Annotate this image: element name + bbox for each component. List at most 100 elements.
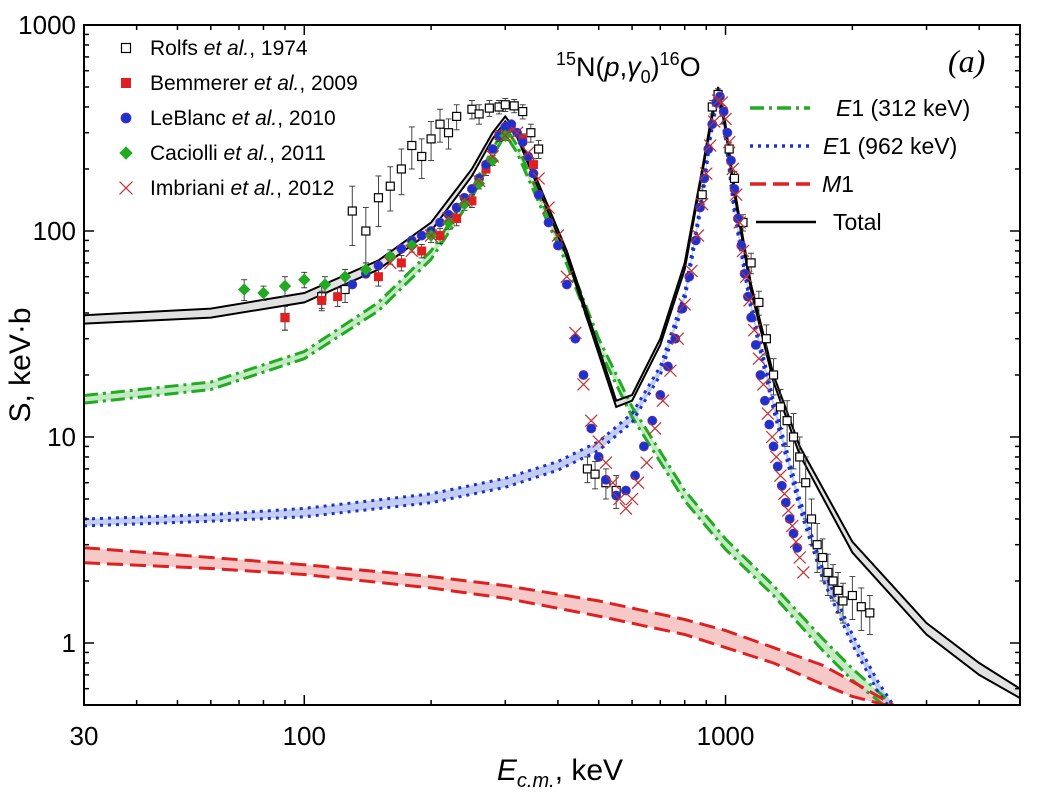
point-imbriani bbox=[592, 435, 606, 449]
point-caciolli bbox=[359, 263, 373, 276]
x-axis-title-unit: , keV bbox=[555, 754, 623, 787]
legend-datasets: Rolfs et al., 1974 Bemmerer et al., 2009 L… bbox=[119, 37, 358, 200]
point-leblanc bbox=[780, 497, 791, 508]
curve-e1-312-kev--upper bbox=[84, 123, 895, 705]
point-imbriani bbox=[736, 244, 750, 258]
point-bemmerer bbox=[396, 258, 406, 268]
point-imbriani bbox=[715, 96, 729, 110]
point-imbriani bbox=[739, 270, 753, 284]
point-imbriani bbox=[785, 519, 799, 533]
plot-frame bbox=[83, 24, 1021, 706]
legend-label-rolfs: Rolfs et al., 1974 bbox=[150, 37, 308, 60]
point-rolfs bbox=[697, 190, 707, 200]
point-imbriani bbox=[510, 126, 524, 140]
point-imbriani bbox=[722, 135, 736, 149]
point-caciolli bbox=[278, 279, 292, 293]
point-leblanc bbox=[729, 184, 740, 194]
point-leblanc bbox=[481, 159, 491, 170]
point-imbriani bbox=[664, 364, 677, 378]
point-imbriani bbox=[733, 216, 747, 229]
point-rolfs bbox=[788, 432, 799, 442]
point-rolfs bbox=[801, 478, 811, 488]
point-rolfs bbox=[534, 144, 544, 154]
point-imbriani bbox=[711, 94, 725, 107]
x-tick-label: 100 bbox=[283, 721, 326, 751]
point-rolfs bbox=[724, 144, 734, 154]
point-leblanc bbox=[638, 441, 649, 452]
point-leblanc bbox=[506, 119, 517, 130]
y-axis-title: S, keV·b bbox=[4, 307, 37, 422]
point-imbriani bbox=[584, 414, 598, 428]
point-imbriani bbox=[551, 229, 565, 243]
point-bemmerer bbox=[417, 246, 427, 256]
point-rolfs bbox=[833, 585, 843, 596]
data-points bbox=[237, 88, 875, 635]
point-imbriani bbox=[640, 456, 654, 470]
point-imbriani bbox=[789, 535, 803, 549]
curve-e1-312-kev--lower bbox=[84, 131, 887, 705]
reaction-title: 15N(p,γ0)16O bbox=[556, 49, 701, 87]
point-rolfs bbox=[467, 104, 477, 114]
point-imbriani bbox=[729, 188, 743, 202]
point-leblanc bbox=[533, 189, 544, 200]
point-rolfs bbox=[373, 193, 384, 203]
point-leblanc bbox=[760, 395, 770, 406]
point-imbriani bbox=[613, 492, 626, 506]
point-imbriani bbox=[560, 270, 574, 284]
point-leblanc bbox=[630, 470, 641, 481]
point-bemmerer bbox=[528, 160, 538, 170]
point-leblanc bbox=[620, 485, 631, 496]
point-caciolli bbox=[237, 283, 251, 296]
point-caciolli bbox=[338, 270, 352, 283]
point-rolfs bbox=[818, 552, 828, 563]
point-rolfs bbox=[795, 452, 805, 462]
point-imbriani bbox=[458, 194, 471, 208]
y-tick-label: 100 bbox=[33, 216, 76, 246]
point-leblanc bbox=[755, 370, 766, 380]
point-rolfs bbox=[526, 128, 536, 138]
reaction-p: p bbox=[604, 52, 620, 82]
point-leblanc bbox=[772, 461, 783, 472]
point-rolfs bbox=[385, 181, 395, 191]
point-leblanc bbox=[784, 514, 795, 524]
point-leblanc bbox=[768, 441, 779, 452]
point-imbriani bbox=[691, 229, 705, 243]
point-leblanc bbox=[743, 291, 753, 302]
point-leblanc bbox=[655, 390, 666, 400]
legend-label-caciolli: Caciolli et al., 2011 bbox=[150, 142, 326, 165]
point-leblanc bbox=[699, 173, 710, 184]
point-rolfs bbox=[340, 284, 350, 295]
tick-labels: 30 100 1000 1 10 100 1000 bbox=[18, 10, 754, 751]
point-leblanc bbox=[570, 333, 581, 344]
point-leblanc bbox=[553, 240, 563, 251]
point-imbriani bbox=[743, 294, 756, 307]
point-imbriani bbox=[383, 256, 397, 270]
curve-total-upper bbox=[84, 86, 1020, 690]
point-caciolli bbox=[298, 273, 311, 286]
point-bemmerer bbox=[452, 213, 462, 223]
point-imbriani bbox=[606, 476, 620, 490]
point-imbriani bbox=[532, 171, 546, 185]
point-bemmerer bbox=[280, 313, 290, 323]
point-rolfs bbox=[396, 164, 406, 174]
point-leblanc bbox=[396, 243, 407, 254]
point-leblanc bbox=[718, 106, 729, 117]
point-leblanc bbox=[416, 230, 427, 241]
point-imbriani bbox=[707, 115, 721, 128]
legend-curve-label-e1-962-kev-: E1 (962 keV) bbox=[823, 133, 957, 159]
legend-curve-label-e1-312-kev-: E1 (312 keV) bbox=[836, 95, 970, 121]
point-imbriani bbox=[752, 352, 766, 366]
point-imbriani bbox=[778, 487, 791, 501]
legend-curve-label-total: Total bbox=[833, 209, 882, 235]
point-rolfs bbox=[838, 596, 848, 606]
point-rolfs bbox=[582, 464, 593, 474]
point-rolfs bbox=[806, 514, 817, 524]
point-rolfs bbox=[474, 109, 484, 119]
point-rolfs bbox=[729, 173, 740, 184]
point-imbriani bbox=[405, 244, 419, 258]
point-rolfs bbox=[828, 576, 838, 586]
point-rolfs bbox=[775, 402, 786, 412]
point-imbriani bbox=[577, 377, 590, 391]
point-rolfs bbox=[426, 134, 436, 144]
